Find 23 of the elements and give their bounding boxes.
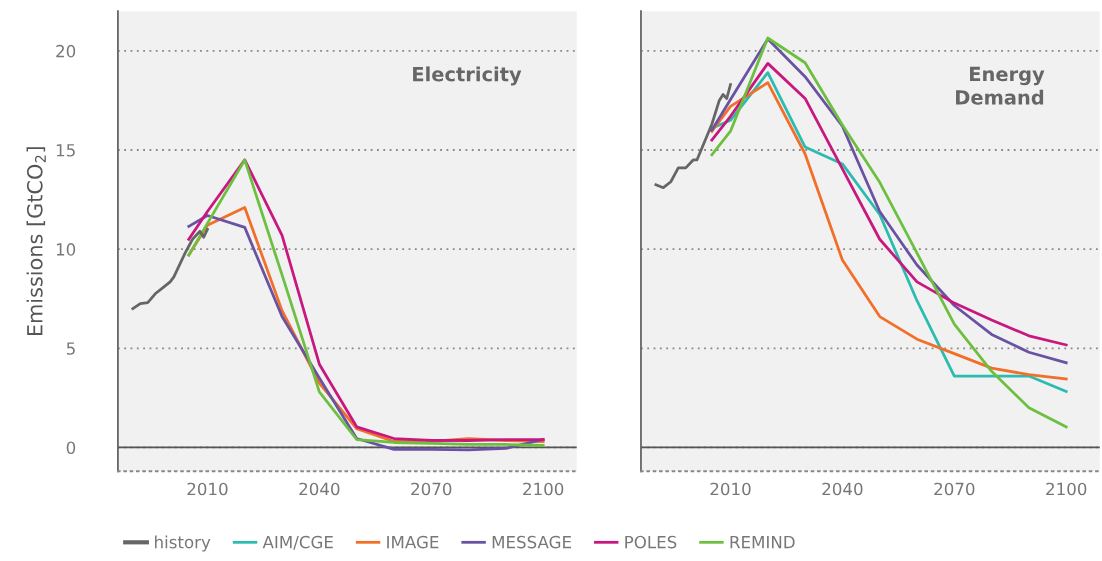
y-tick-label: 20 [56, 44, 76, 58]
y-tick-label: 5 [66, 342, 75, 355]
legend-label: history [155, 535, 211, 552]
legend-label: IMAGE [387, 535, 439, 549]
annotation: Electricity [413, 66, 522, 86]
legend-label: POLES [625, 535, 677, 549]
x-tick-label: 2070 [411, 482, 452, 496]
y-axis-title: Emissions [GtCO$_{2}$] [26, 147, 46, 336]
x-tick-label: 2010 [710, 482, 751, 496]
x-tick-label: 2040 [299, 482, 340, 496]
y-tick-label: 10 [56, 243, 76, 256]
x-tick-label: 2040 [822, 482, 863, 496]
x-tick-label: 2100 [1046, 482, 1087, 496]
legend-label: REMIND [730, 535, 795, 549]
legend-label: AIM/CGE [262, 535, 333, 550]
x-tick-label: 2070 [934, 482, 975, 496]
line-series [131, 227, 209, 311]
legend-label: MESSAGE [492, 535, 571, 549]
y-tick-label: 15 [56, 144, 75, 157]
x-tick-label: 2010 [187, 482, 228, 496]
y-tick-label: 0 [66, 441, 76, 455]
x-tick-label: 2100 [523, 482, 564, 496]
annotation: Energy Demand [956, 66, 1045, 105]
